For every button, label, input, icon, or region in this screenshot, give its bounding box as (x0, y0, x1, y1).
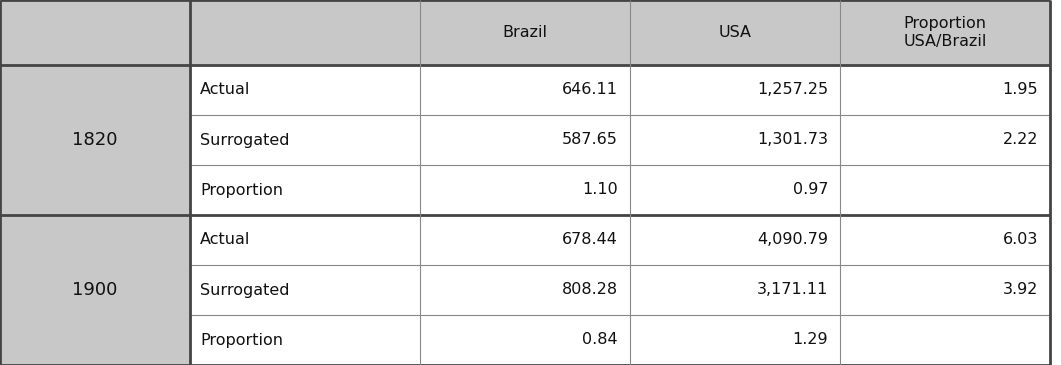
Bar (420, 165, 630, 215)
Bar (0, 215, 190, 265)
Text: 1.29: 1.29 (793, 333, 828, 347)
Text: 1,257.25: 1,257.25 (756, 82, 828, 97)
Bar (0, 0, 190, 65)
Text: 1.95: 1.95 (1003, 82, 1038, 97)
Text: 0.97: 0.97 (793, 182, 828, 197)
Text: Actual: Actual (201, 233, 250, 247)
Bar (0, 65, 190, 115)
Text: 2.22: 2.22 (1003, 132, 1038, 147)
Bar (630, 315, 840, 365)
Bar (420, 65, 630, 115)
Bar (630, 115, 840, 165)
Text: 678.44: 678.44 (562, 233, 618, 247)
Text: Surrogated: Surrogated (201, 132, 290, 147)
Text: 587.65: 587.65 (562, 132, 618, 147)
Bar (420, 115, 630, 165)
Bar (190, 115, 420, 165)
Bar (420, 265, 630, 315)
Bar (840, 265, 1050, 315)
Text: 1.10: 1.10 (582, 182, 618, 197)
Bar (190, 0, 420, 65)
Text: Proportion: Proportion (201, 333, 283, 347)
Bar (190, 315, 420, 365)
Text: 6.03: 6.03 (1003, 233, 1038, 247)
Text: 3.92: 3.92 (1003, 283, 1038, 297)
Bar (420, 215, 630, 265)
Bar (420, 315, 630, 365)
Bar (840, 115, 1050, 165)
Text: Proportion: Proportion (201, 182, 283, 197)
Bar (840, 215, 1050, 265)
Bar (0, 315, 190, 365)
Bar (630, 165, 840, 215)
Bar (0, 165, 190, 215)
Bar (420, 0, 630, 65)
Bar (630, 215, 840, 265)
Text: 808.28: 808.28 (562, 283, 618, 297)
Text: Surrogated: Surrogated (201, 283, 290, 297)
Bar (0, 265, 190, 315)
Bar (630, 265, 840, 315)
Bar (630, 65, 840, 115)
Bar (0, 115, 190, 165)
Bar (190, 215, 420, 265)
Bar (630, 0, 840, 65)
Text: USA: USA (718, 25, 751, 40)
Text: 1,301.73: 1,301.73 (756, 132, 828, 147)
Text: 1900: 1900 (72, 281, 118, 299)
Text: 3,171.11: 3,171.11 (756, 283, 828, 297)
Bar (840, 65, 1050, 115)
Bar (840, 0, 1050, 65)
Bar (190, 265, 420, 315)
Bar (840, 315, 1050, 365)
Text: 646.11: 646.11 (562, 82, 618, 97)
Text: 1820: 1820 (72, 131, 118, 149)
Bar (190, 165, 420, 215)
Text: Brazil: Brazil (503, 25, 547, 40)
Text: 4,090.79: 4,090.79 (756, 233, 828, 247)
Text: 0.84: 0.84 (582, 333, 618, 347)
Bar (190, 65, 420, 115)
Text: Proportion
USA/Brazil: Proportion USA/Brazil (903, 16, 987, 49)
Bar (840, 165, 1050, 215)
Text: Actual: Actual (201, 82, 250, 97)
